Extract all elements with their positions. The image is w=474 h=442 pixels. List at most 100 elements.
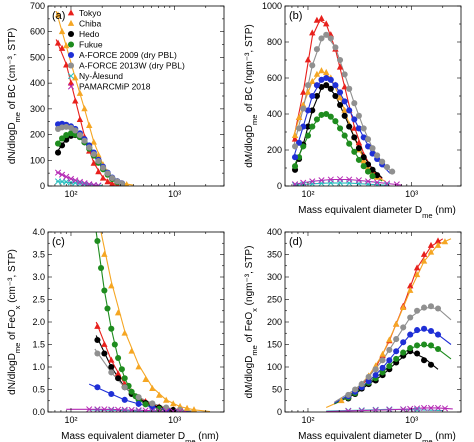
data-point xyxy=(323,68,330,75)
data-point xyxy=(54,140,62,147)
series-line xyxy=(325,238,452,409)
data-point xyxy=(183,404,191,411)
x-tick-label: 10³ xyxy=(168,415,181,425)
data-point xyxy=(313,16,321,23)
y-tick-label: 100 xyxy=(30,155,45,165)
y-tick-label: 350 xyxy=(267,250,282,260)
data-point xyxy=(135,394,142,401)
y-tick-label: 2.5 xyxy=(32,295,45,305)
data-point xyxy=(94,237,101,245)
data-point xyxy=(332,118,339,125)
data-point xyxy=(149,407,156,412)
data-point xyxy=(58,171,66,178)
data-point xyxy=(374,179,381,186)
y-tick-label: 2.0 xyxy=(32,317,45,327)
data-point xyxy=(355,156,362,163)
data-point xyxy=(291,181,299,186)
data-point xyxy=(115,406,122,412)
data-point xyxy=(94,322,101,329)
data-point xyxy=(295,113,303,120)
data-point xyxy=(86,121,93,128)
data-point xyxy=(346,107,353,114)
legend-marker xyxy=(67,19,75,26)
panel-label: (a) xyxy=(52,10,65,22)
data-point xyxy=(337,125,344,132)
data-point xyxy=(95,151,102,158)
data-point xyxy=(72,74,79,81)
data-point xyxy=(386,363,393,370)
data-point xyxy=(346,85,353,92)
data-point xyxy=(94,384,101,391)
data-point xyxy=(364,181,372,186)
legend-label: Hedo xyxy=(79,29,100,39)
data-point xyxy=(434,331,442,338)
data-point xyxy=(400,349,407,356)
data-point xyxy=(101,250,108,257)
data-point xyxy=(351,116,358,123)
x-tick-label: 10² xyxy=(301,189,314,199)
data-point xyxy=(393,181,400,186)
data-point xyxy=(341,132,348,139)
data-point xyxy=(309,107,316,114)
data-point xyxy=(170,400,177,407)
data-point xyxy=(67,79,75,86)
data-point xyxy=(81,105,88,112)
legend-entry: PAMARCMiP 2018 xyxy=(67,82,151,92)
data-point xyxy=(427,327,435,335)
data-point xyxy=(313,46,320,53)
legend-label: Chiba xyxy=(79,19,101,29)
data-point xyxy=(135,407,142,412)
data-point xyxy=(309,92,316,100)
legend-entry: Ny-Ålesund xyxy=(67,71,123,81)
data-point xyxy=(365,378,372,385)
data-point xyxy=(142,407,149,412)
y-tick-label: 150 xyxy=(267,340,282,350)
data-point xyxy=(149,408,156,412)
data-point xyxy=(441,405,449,412)
data-point xyxy=(389,168,396,175)
y-tick-label: 300 xyxy=(267,272,282,282)
y-tick-label: 800 xyxy=(267,37,282,47)
data-point xyxy=(63,132,70,139)
y-tick-label: 300 xyxy=(30,104,45,114)
data-point xyxy=(86,144,93,151)
data-point xyxy=(386,406,393,412)
x-axis-label: Mass equivalent diameter Dme (nm) xyxy=(61,431,219,442)
data-point xyxy=(369,150,376,157)
data-point xyxy=(108,356,115,363)
data-point xyxy=(121,384,128,391)
legend-marker xyxy=(67,72,75,80)
data-point xyxy=(386,336,393,343)
legend-entry: Hedo xyxy=(67,29,100,39)
data-point xyxy=(163,408,170,412)
legend-label: PAMARCMiP 2018 xyxy=(79,82,151,92)
data-point xyxy=(327,35,334,42)
plot-area xyxy=(325,237,453,412)
data-point xyxy=(400,339,407,346)
data-point xyxy=(149,400,156,407)
data-point xyxy=(323,20,330,27)
data-point xyxy=(383,182,391,186)
legend-entry: Tokyo xyxy=(67,8,101,18)
y-tick-label: 250 xyxy=(267,295,282,305)
data-point xyxy=(374,172,381,179)
data-point xyxy=(379,357,386,364)
data-point xyxy=(407,331,414,338)
data-point xyxy=(355,177,362,184)
data-point xyxy=(341,112,348,119)
y-tick-label: 400 xyxy=(267,109,282,119)
x-axis-label: Mass equivalent diameter Dme (nm) xyxy=(298,431,456,442)
data-point xyxy=(109,174,116,182)
data-point xyxy=(365,373,372,380)
data-point xyxy=(427,404,435,412)
data-point xyxy=(296,139,303,146)
data-point xyxy=(291,135,299,142)
data-point xyxy=(101,350,108,357)
data-point xyxy=(309,29,316,36)
legend-entry: Fukue xyxy=(67,40,103,50)
data-point xyxy=(318,14,325,21)
data-point xyxy=(372,407,379,412)
y-tick-label: 400 xyxy=(267,227,282,237)
data-point xyxy=(323,82,330,89)
